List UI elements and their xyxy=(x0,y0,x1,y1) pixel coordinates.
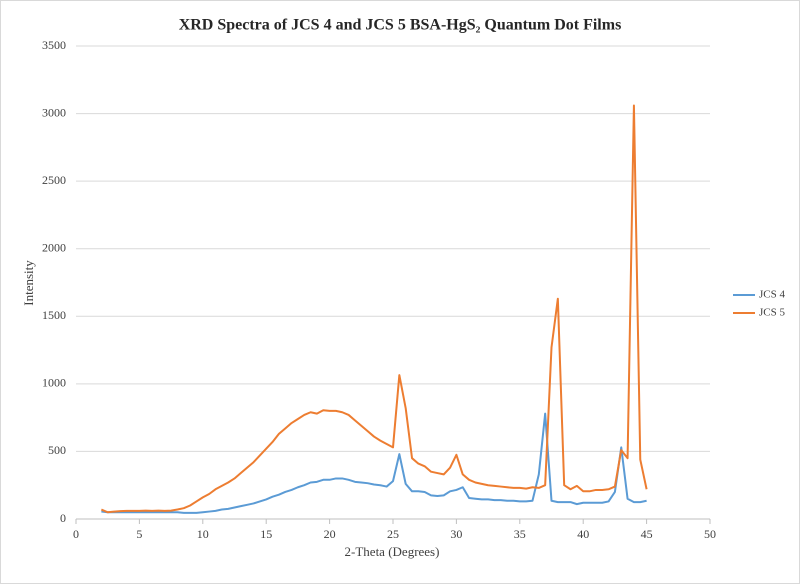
chart-title: XRD Spectra of JCS 4 and JCS 5 BSA-HgS₂ … xyxy=(179,17,622,34)
y-tick-label: 0 xyxy=(60,511,66,525)
x-tick-label: 20 xyxy=(324,527,336,541)
y-tick-label: 1500 xyxy=(42,308,66,322)
y-tick-label: 1000 xyxy=(42,376,66,390)
x-axis-label: 2-Theta (Degrees) xyxy=(345,544,440,559)
x-tick-label: 15 xyxy=(260,527,272,541)
x-tick-label: 25 xyxy=(387,527,399,541)
legend-label: JCS 4 xyxy=(759,289,785,301)
x-tick-label: 30 xyxy=(450,527,462,541)
x-tick-label: 45 xyxy=(641,527,653,541)
x-tick-label: 35 xyxy=(514,527,526,541)
legend-label: JCS 5 xyxy=(759,307,785,319)
y-tick-label: 3500 xyxy=(42,38,66,52)
y-tick-label: 2000 xyxy=(42,240,66,254)
x-tick-label: 50 xyxy=(704,527,716,541)
x-tick-label: 0 xyxy=(73,527,79,541)
y-axis-label: Intensity xyxy=(21,260,36,306)
y-tick-label: 500 xyxy=(48,443,66,457)
x-tick-label: 5 xyxy=(136,527,142,541)
data-line xyxy=(100,104,648,514)
y-tick-label: 3000 xyxy=(42,105,66,119)
data-line xyxy=(101,412,647,514)
x-tick-label: 40 xyxy=(577,527,589,541)
y-tick-label: 2500 xyxy=(42,173,66,187)
x-tick-label: 10 xyxy=(197,527,209,541)
